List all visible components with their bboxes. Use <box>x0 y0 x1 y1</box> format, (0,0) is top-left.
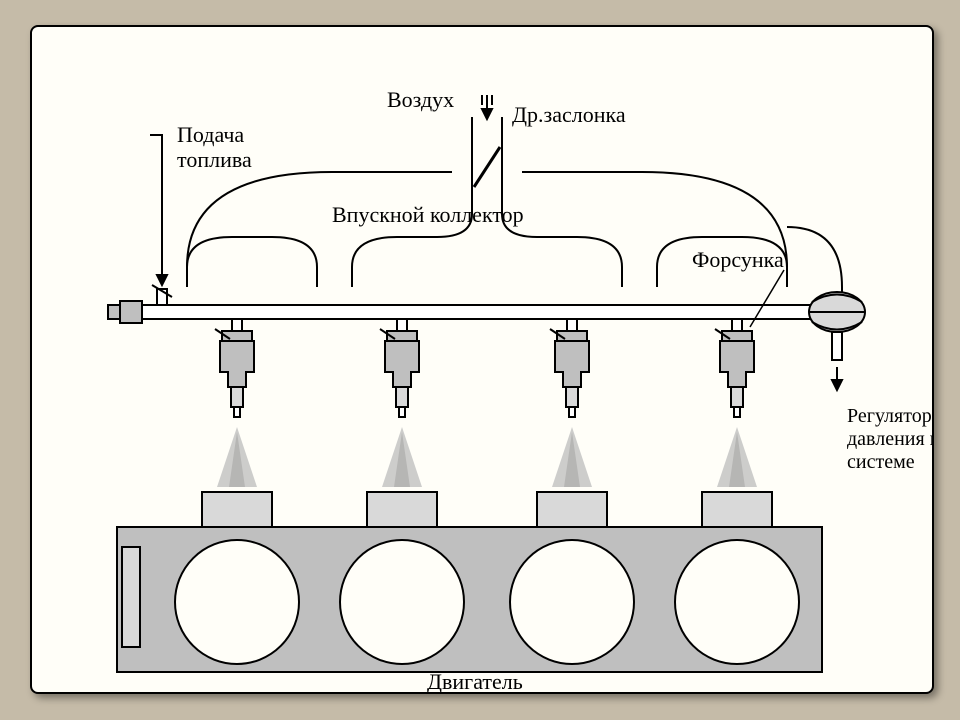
label-throttle: Др.заслонка <box>512 102 626 127</box>
label-fuel-2: топлива <box>177 147 252 172</box>
label-air: Воздух <box>387 87 454 112</box>
label-injector: Форсунка <box>692 247 784 272</box>
injectors-group <box>215 319 754 417</box>
label-fuel-1: Подача <box>177 122 244 147</box>
fuel-supply-arrow <box>150 135 167 285</box>
label-regulator-3: системе <box>847 451 915 473</box>
injector-1 <box>215 319 254 417</box>
injector-2 <box>380 319 419 417</box>
label-regulator-2: давления в <box>847 428 932 450</box>
intake-manifold <box>187 172 842 297</box>
spray-group <box>202 427 772 527</box>
fuel-rail <box>108 285 812 323</box>
engine-block <box>117 527 822 672</box>
injector-3 <box>550 319 589 417</box>
label-regulator-1: Регулятор <box>847 405 932 427</box>
label-engine: Двигатель <box>427 669 523 692</box>
diagram-card: Воздух Др.заслонка Подача топлива Впускн… <box>30 25 934 694</box>
diagram-svg: Воздух Др.заслонка Подача топлива Впускн… <box>32 27 932 692</box>
throttle-body <box>472 95 502 214</box>
label-manifold: Впускной коллектор <box>332 202 524 227</box>
injector-4 <box>715 319 754 417</box>
pressure-regulator <box>809 292 865 390</box>
